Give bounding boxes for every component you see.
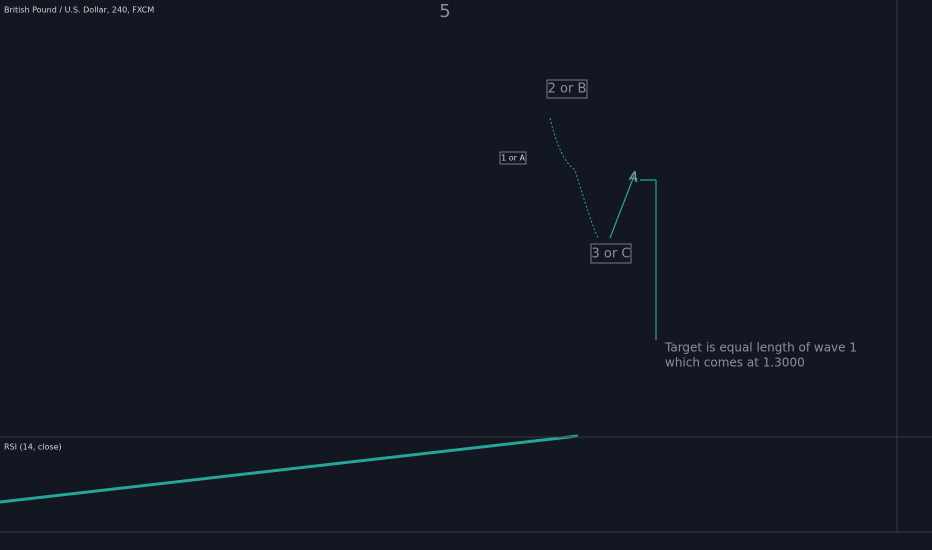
arrow-head: [628, 170, 638, 183]
note: which comes at 1.3000: [665, 356, 805, 370]
wave-arrow: [609, 175, 635, 239]
trend-line: [0, 434, 579, 504]
wave-curve: [549, 117, 599, 239]
label-box: [590, 243, 632, 264]
wave-label: 4: [630, 171, 638, 186]
wave-label: 2 or B: [548, 82, 587, 97]
wave-label: 5: [439, 1, 450, 22]
chart-title: British Pound / U.S. Dollar, 240, FXCM: [4, 6, 154, 15]
price-axis: [897, 0, 932, 550]
wave-label: 1 or A: [501, 154, 525, 163]
target-line: [640, 179, 657, 340]
rsi-title: RSI (14, close): [4, 443, 62, 452]
label-box: [546, 79, 588, 99]
annotations: 5 2 or B 1 or A 3 or C 4 Target is equal…: [0, 1, 857, 504]
note: Target is equal length of wave 1: [664, 341, 857, 355]
label-box: [499, 151, 527, 165]
wave-label: 3 or C: [592, 247, 631, 262]
